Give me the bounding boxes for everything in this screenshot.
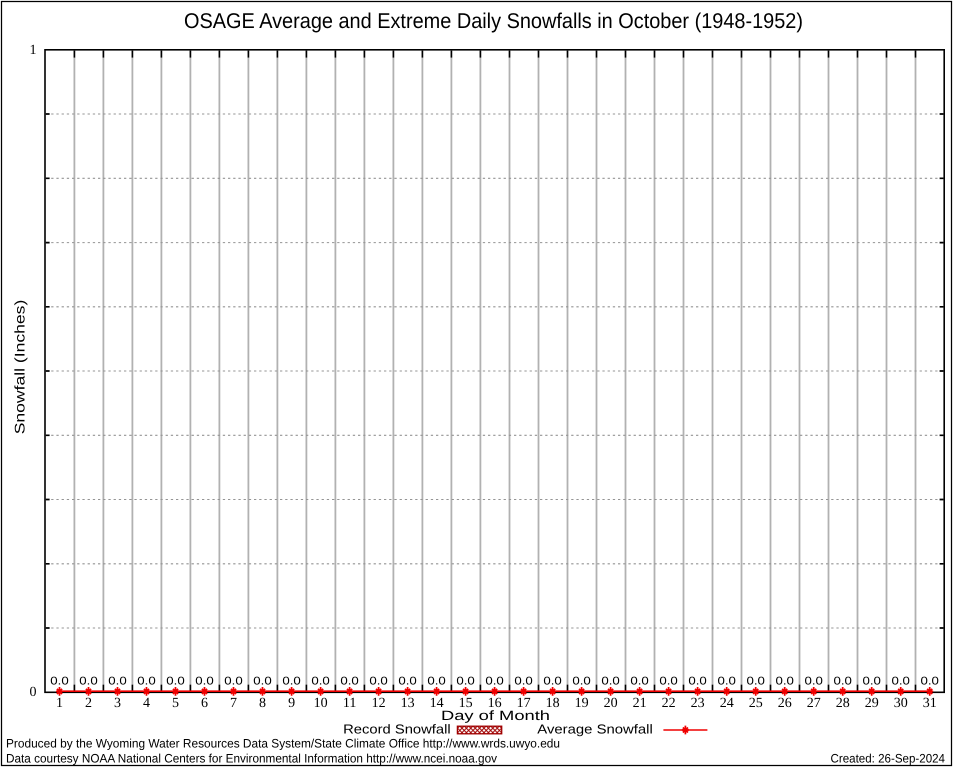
svg-text:0.0: 0.0: [834, 676, 852, 688]
svg-text:19: 19: [575, 696, 589, 711]
svg-text:0.0: 0.0: [311, 676, 329, 688]
svg-text:8: 8: [259, 696, 266, 711]
svg-text:0.0: 0.0: [137, 676, 155, 688]
svg-text:16: 16: [488, 696, 502, 711]
svg-text:28: 28: [836, 696, 850, 711]
svg-text:25: 25: [749, 696, 763, 711]
svg-text:Average Snowfall: Average Snowfall: [537, 721, 653, 736]
svg-text:Data courtesy NOAA National Ce: Data courtesy NOAA National Centers for …: [6, 751, 498, 765]
svg-text:3: 3: [114, 696, 121, 711]
svg-text:30: 30: [894, 696, 908, 711]
svg-text:13: 13: [401, 696, 415, 711]
svg-text:0.0: 0.0: [805, 676, 823, 688]
svg-text:0.0: 0.0: [572, 676, 590, 688]
svg-text:31: 31: [923, 696, 937, 711]
svg-text:0.0: 0.0: [398, 676, 416, 688]
svg-text:Record Snowfall: Record Snowfall: [343, 721, 451, 736]
svg-text:0.0: 0.0: [630, 676, 648, 688]
svg-text:23: 23: [691, 696, 705, 711]
svg-text:0.0: 0.0: [108, 676, 126, 688]
svg-text:11: 11: [343, 696, 356, 711]
svg-text:0.0: 0.0: [747, 676, 765, 688]
svg-text:0.0: 0.0: [921, 676, 939, 688]
svg-text:0.0: 0.0: [224, 676, 242, 688]
svg-text:21: 21: [633, 696, 647, 711]
svg-text:18: 18: [546, 696, 560, 711]
svg-text:1: 1: [56, 696, 63, 711]
svg-text:OSAGE Average and Extreme Dail: OSAGE Average and Extreme Daily Snowfall…: [184, 9, 803, 33]
svg-text:0.0: 0.0: [718, 676, 736, 688]
svg-text:12: 12: [372, 696, 386, 711]
svg-text:0.0: 0.0: [79, 676, 97, 688]
svg-text:0: 0: [30, 685, 37, 700]
svg-text:9: 9: [288, 696, 295, 711]
svg-text:2: 2: [85, 696, 92, 711]
svg-text:26: 26: [778, 696, 792, 711]
svg-text:29: 29: [865, 696, 879, 711]
svg-text:Day of Month: Day of Month: [441, 708, 550, 723]
svg-text:15: 15: [459, 696, 473, 711]
svg-text:20: 20: [604, 696, 618, 711]
svg-text:27: 27: [807, 696, 821, 711]
svg-text:4: 4: [143, 696, 150, 711]
svg-text:0.0: 0.0: [485, 676, 503, 688]
svg-text:0.0: 0.0: [601, 676, 619, 688]
svg-text:14: 14: [430, 696, 444, 711]
svg-text:0.0: 0.0: [514, 676, 532, 688]
svg-text:0.0: 0.0: [543, 676, 561, 688]
svg-text:Created: 26-Sep-2024: Created: 26-Sep-2024: [831, 752, 946, 766]
svg-text:0.0: 0.0: [456, 676, 474, 688]
svg-text:Produced by the Wyoming Water: Produced by the Wyoming Water Resources …: [6, 736, 560, 750]
svg-text:0.0: 0.0: [282, 676, 300, 688]
svg-text:0.0: 0.0: [253, 676, 271, 688]
svg-text:1: 1: [30, 43, 37, 58]
svg-text:0.0: 0.0: [863, 676, 881, 688]
svg-text:0.0: 0.0: [340, 676, 358, 688]
svg-text:0.0: 0.0: [50, 676, 68, 688]
svg-text:0.0: 0.0: [427, 676, 445, 688]
svg-text:0.0: 0.0: [369, 676, 387, 688]
svg-text:0.0: 0.0: [776, 676, 794, 688]
svg-text:10: 10: [314, 696, 328, 711]
svg-text:6: 6: [201, 696, 208, 711]
svg-text:24: 24: [720, 696, 734, 711]
svg-text:0.0: 0.0: [688, 676, 706, 688]
svg-text:7: 7: [230, 696, 237, 711]
svg-text:0.0: 0.0: [195, 676, 213, 688]
svg-text:0.0: 0.0: [659, 676, 677, 688]
svg-text:0.0: 0.0: [166, 676, 184, 688]
svg-text:Snowfall (Inches): Snowfall (Inches): [12, 300, 28, 435]
svg-text:0.0: 0.0: [892, 676, 910, 688]
svg-text:5: 5: [172, 696, 179, 711]
svg-text:17: 17: [517, 696, 531, 711]
svg-text:22: 22: [662, 696, 676, 711]
